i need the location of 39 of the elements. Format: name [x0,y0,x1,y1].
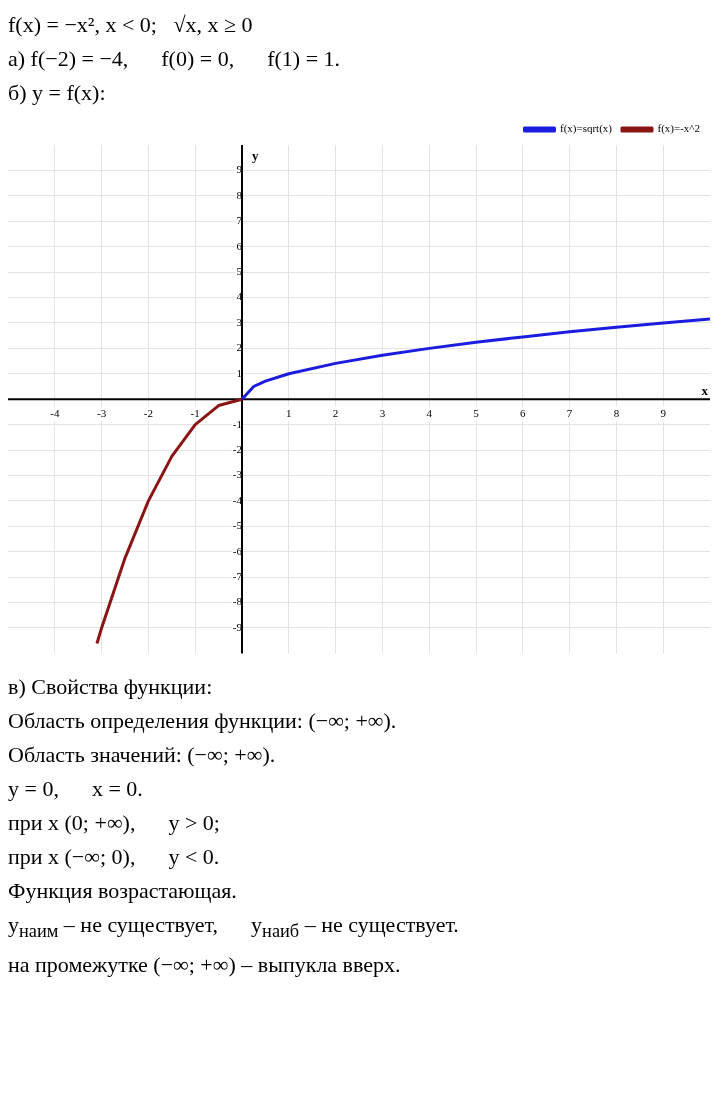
text: при x (−∞; 0), y < 0. [8,843,221,871]
legend-label: f(x)=-x^2 [657,122,701,136]
y-tick-label: 3 [236,315,243,328]
y-axis-title: y [252,148,259,164]
x-tick-label: -1 [190,406,200,419]
x-tick-label: 3 [379,406,386,419]
y-tick-label: 2 [236,341,242,354]
x-tick-label: -3 [97,406,107,419]
legend-label: f(x)=sqrt(x) [559,122,613,136]
text: y = 0, x = 0. [8,775,144,803]
y-tick-label: -4 [232,493,243,506]
x-tick-label: -4 [50,406,60,419]
x-tick-label: 1 [286,406,292,419]
x-tick-label: 5 [473,406,480,419]
y-tick-label: -2 [232,442,242,455]
x-tick-label: 4 [426,406,433,419]
text: f(x) = −x², x < 0; √x, x ≥ 0 [8,11,254,39]
text: б) y = f(x): [8,79,107,107]
text: в) Свойства функции: [8,673,214,701]
text: Функция возрастающая. [8,877,238,905]
x-tick-label: 7 [566,406,573,419]
y-tick-label: 1 [236,366,242,379]
x-tick-label: 8 [613,406,620,419]
text: Область значений: (−∞; +∞). [8,741,277,769]
text: y$_{наим}$ – не существует, y$_{наиб}$ – не существует. [8,911,460,944]
y-tick-label: -5 [232,519,243,532]
y-tick-label: 4 [236,290,243,303]
text: а) f(−2) = −4, f(0) = 0, f(1) = 1. [8,45,342,73]
x-tick-label: -2 [143,406,153,419]
x-tick-label: 6 [520,406,527,419]
text: на промежутке (−∞; +∞) – выпукла вверх. [8,951,402,980]
y-tick-label: -1 [232,417,242,430]
y-tick-label: -3 [232,468,243,481]
x-tick-label: 2 [332,406,339,419]
x-axis-title: x [701,382,709,398]
y-tick-label: 5 [236,264,243,277]
x-tick-label: 9 [660,406,667,419]
text: при x (0; +∞), y > 0; [8,809,221,837]
text: Область определения функции: (−∞; +∞). [8,707,398,735]
